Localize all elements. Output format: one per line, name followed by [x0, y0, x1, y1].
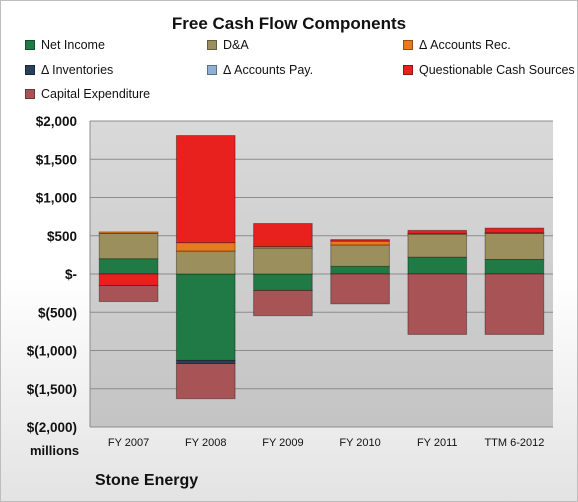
- bar-segment: [484, 232, 545, 260]
- bar-segment: [253, 245, 313, 249]
- bar-segment: [484, 258, 545, 275]
- bar-segment: [98, 284, 159, 303]
- bar-segment: [253, 247, 313, 275]
- legend-label: Δ Accounts Pay.: [223, 63, 314, 77]
- bar-segment: [407, 229, 468, 234]
- bar-segment: [98, 232, 159, 260]
- x-tick-label: FY 2011: [417, 437, 458, 449]
- bar-segment: [175, 273, 236, 361]
- legend-label: Δ Inventories: [41, 63, 114, 77]
- bar-segment: [330, 244, 390, 267]
- y-tick-label: $(1,000): [27, 344, 77, 359]
- legend-item-da: D&A: [207, 38, 249, 52]
- legend-item-accounts-rec: Δ Accounts Rec.: [403, 38, 511, 52]
- legend-swatch: [25, 65, 35, 75]
- y-tick-label: $1,000: [36, 191, 77, 206]
- bar-segment: [175, 135, 236, 244]
- y-tick-label: $1,500: [36, 152, 77, 167]
- y-tick-label: $(2,000): [27, 420, 77, 435]
- bar-segment: [253, 289, 313, 317]
- legend-swatch: [403, 65, 413, 75]
- y-tick-label: $500: [47, 229, 77, 244]
- legend-item-questionable-cash: Questionable Cash Sources: [403, 63, 575, 77]
- legend-label: Δ Accounts Rec.: [419, 38, 511, 52]
- company-name: Stone Energy: [95, 472, 199, 489]
- legend-label: D&A: [223, 38, 249, 52]
- bar-segment: [484, 227, 545, 234]
- legend-item-accounts-pay: Δ Accounts Pay.: [207, 63, 313, 77]
- units-label: millions: [30, 443, 80, 458]
- bar-segment: [330, 265, 390, 275]
- x-tick-label: TTM 6-2012: [484, 437, 544, 449]
- y-tick-label: $2,000: [36, 114, 77, 129]
- chart-title: Free Cash Flow Components: [171, 14, 407, 33]
- legend-swatch: [207, 40, 217, 50]
- bar-segment: [175, 250, 236, 275]
- bar-segment: [407, 233, 468, 258]
- legend-item-capex: Capital Expenditure: [25, 87, 150, 101]
- y-tick-label: $(500): [38, 305, 77, 320]
- bar-segment: [330, 239, 390, 242]
- legend-swatch: [403, 40, 413, 50]
- bar-segment: [253, 223, 313, 247]
- x-tick-label: FY 2009: [262, 437, 303, 449]
- bar-segment: [484, 273, 545, 335]
- legend-item-net-income: Net Income: [25, 38, 105, 52]
- legend-label: Capital Expenditure: [41, 87, 151, 101]
- bar-segment: [175, 242, 236, 252]
- x-tick-label: FY 2010: [339, 437, 380, 449]
- bar-segment: [98, 273, 159, 286]
- y-tick-label: $(1,500): [27, 382, 77, 397]
- legend-item-inventories: Δ Inventories: [25, 63, 113, 77]
- bar-segment: [253, 273, 313, 291]
- legend-label: Questionable Cash Sources: [419, 63, 575, 77]
- bar-segment: [407, 273, 468, 335]
- bar-segment: [330, 273, 390, 305]
- legend-label: Net Income: [41, 38, 105, 52]
- legend: Net Income D&A Δ Accounts Rec. Δ Invento…: [0, 34, 578, 114]
- legend-swatch: [207, 65, 217, 75]
- bar-segment: [330, 240, 390, 246]
- bar-segment: [175, 363, 236, 400]
- bar-segment: [98, 258, 159, 275]
- x-tick-label: FY 2008: [185, 437, 226, 449]
- x-tick-label: FY 2007: [108, 437, 149, 449]
- bar-segment: [98, 231, 159, 234]
- bar-segment: [407, 256, 468, 275]
- legend-swatch: [25, 40, 35, 50]
- y-tick-label: $-: [65, 267, 77, 282]
- legend-swatch: [25, 89, 35, 99]
